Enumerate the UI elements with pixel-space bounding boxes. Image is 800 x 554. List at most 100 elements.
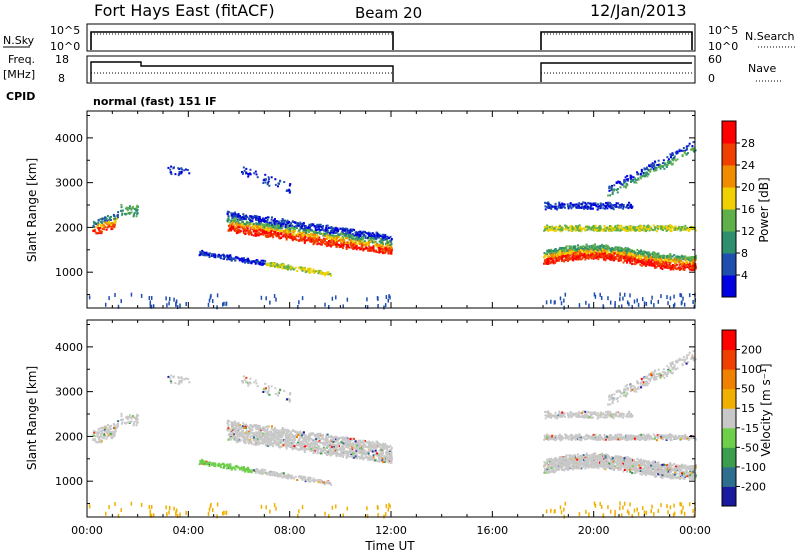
power-point	[339, 245, 342, 248]
power-point	[671, 163, 674, 166]
power-point	[186, 169, 189, 172]
velocity-point	[110, 434, 113, 437]
power-point	[579, 254, 582, 257]
power-point	[681, 149, 684, 152]
power-point	[299, 268, 302, 271]
power-point	[368, 234, 371, 237]
power-point	[602, 207, 605, 210]
power-point	[678, 258, 681, 261]
power-point	[648, 261, 651, 264]
power-point	[687, 256, 690, 259]
power-point	[644, 264, 647, 267]
power-point	[345, 232, 348, 235]
power-point	[629, 257, 632, 260]
power-point	[305, 270, 308, 273]
power-point	[563, 206, 566, 209]
power-point	[369, 238, 372, 241]
power-point	[216, 293, 219, 298]
power-point	[260, 222, 263, 225]
power-point	[238, 216, 241, 219]
power-point	[321, 226, 324, 229]
power-point	[233, 214, 236, 217]
power-point	[549, 203, 552, 206]
power-point	[253, 172, 256, 175]
power-point	[365, 232, 368, 235]
power-point	[351, 228, 354, 231]
power-point	[626, 261, 629, 264]
power-point	[205, 253, 208, 256]
power-colorbar-label: Power [dB]	[757, 177, 771, 242]
power-point	[371, 236, 374, 239]
power-point	[389, 239, 392, 242]
power-point	[692, 265, 695, 268]
power-point	[688, 142, 691, 145]
power-point	[268, 184, 271, 187]
power-point	[602, 252, 605, 255]
power-point	[689, 265, 692, 268]
power-point	[120, 299, 122, 304]
power-point	[126, 206, 129, 209]
power-point	[647, 256, 650, 259]
velocity-point	[285, 446, 288, 449]
power-point	[657, 226, 660, 229]
power-point	[584, 229, 587, 232]
power-point	[362, 249, 365, 252]
power-point	[388, 249, 391, 252]
power-point	[367, 236, 370, 239]
power-point	[555, 229, 558, 232]
power-point	[645, 167, 648, 170]
power-point	[641, 261, 644, 264]
velocity-point	[131, 414, 134, 417]
power-point	[605, 252, 608, 255]
power-point	[597, 206, 600, 209]
power-point	[292, 233, 295, 236]
power-point	[355, 233, 358, 236]
power-point	[104, 217, 107, 220]
power-point	[257, 227, 260, 230]
power-point	[674, 228, 677, 231]
power-point	[349, 236, 352, 239]
power-point	[242, 216, 245, 219]
power-point	[298, 238, 301, 241]
power-point	[255, 228, 258, 231]
power-point	[262, 230, 265, 233]
power-point	[345, 235, 348, 238]
power-point	[656, 252, 659, 255]
power-point	[379, 234, 382, 237]
power-point	[632, 226, 635, 229]
power-point	[550, 258, 553, 261]
power-point	[345, 228, 348, 231]
power-point	[265, 216, 268, 219]
power-point	[355, 239, 358, 242]
power-point	[289, 182, 292, 185]
power-point	[307, 233, 310, 236]
power-point	[293, 221, 296, 224]
velocity-point	[97, 431, 100, 434]
power-point	[598, 252, 601, 255]
power-point	[340, 238, 343, 241]
power-point	[238, 226, 241, 229]
power-point	[265, 222, 268, 225]
power-point	[308, 271, 311, 274]
power-point	[364, 237, 367, 240]
power-point	[351, 237, 354, 240]
power-point	[327, 273, 330, 276]
power-point	[615, 202, 618, 205]
power-point	[618, 180, 621, 183]
power-point	[330, 235, 333, 238]
power-point	[617, 259, 620, 262]
power-point	[649, 254, 652, 257]
power-point	[211, 299, 214, 304]
power-point	[686, 228, 689, 231]
power-point	[253, 216, 256, 219]
velocity-point	[102, 435, 105, 438]
power-point	[690, 258, 693, 261]
power-point	[225, 302, 227, 307]
power-colorbar-swatch	[722, 143, 736, 166]
power-point	[556, 208, 559, 211]
power-point	[262, 181, 265, 184]
power-point	[242, 230, 245, 233]
velocity-point	[288, 436, 291, 439]
power-point	[286, 219, 289, 222]
power-point	[543, 229, 546, 232]
